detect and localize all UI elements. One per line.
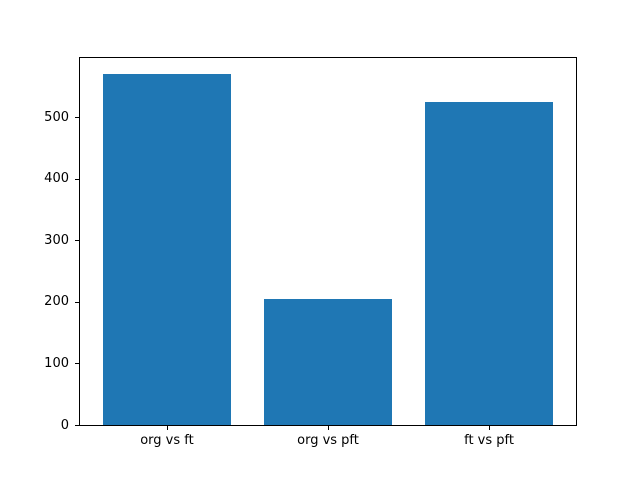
y-tick-mark-100 [75, 363, 79, 365]
x-tick-label-ft-vs-pft: ft vs pft [464, 433, 514, 448]
plot-area: 0 100 200 300 400 500 org vs ft org vs pft ft vs… [44, 57, 577, 448]
x-tick-label-org-vs-ft: org vs ft [140, 433, 194, 448]
y-tick-label-500: 500 [44, 109, 69, 125]
x-tick-label-org-vs-pft: org vs pft [297, 433, 359, 448]
bar-org-vs-pft [263, 298, 393, 425]
y-tick-mark-500 [75, 117, 79, 119]
y-tick-mark-400 [75, 178, 79, 180]
y-tick-label-100: 100 [44, 355, 69, 371]
x-tick-mark-ft-vs-pft [489, 426, 491, 430]
y-tick-label-0: 0 [60, 417, 69, 433]
y-tick-label-300: 300 [44, 232, 69, 248]
y-tick-label-200: 200 [44, 294, 69, 310]
y-tick-label-400: 400 [44, 171, 69, 187]
bar-org-vs-ft [102, 74, 232, 425]
bar-ft-vs-pft [424, 101, 554, 425]
y-tick-mark-0 [75, 425, 79, 426]
x-tick-mark-org-vs-pft [328, 426, 329, 430]
x-tick-mark-org-vs-ft [166, 426, 168, 430]
y-tick-mark-300 [75, 240, 79, 242]
y-tick-mark-200 [75, 301, 79, 303]
